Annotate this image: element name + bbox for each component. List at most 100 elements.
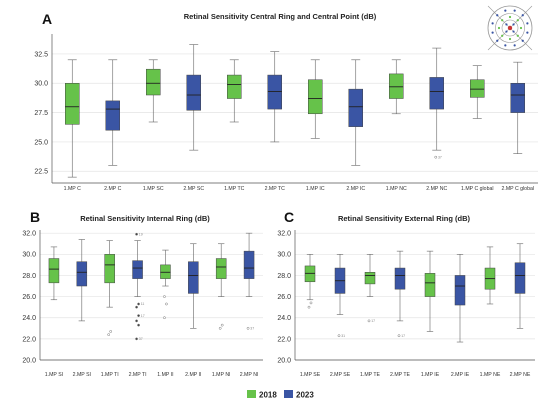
box-a-10: 37 <box>429 47 444 159</box>
outlier-point <box>246 326 250 330</box>
y-tick-label: 24.0 <box>277 315 291 322</box>
outlier-point <box>307 305 311 309</box>
box-iqr <box>186 74 201 111</box>
legend-label-2023: 2023 <box>296 391 314 400</box>
box-iqr <box>364 272 376 285</box>
y-tick-label: 30.0 <box>277 252 291 259</box>
box-iqr <box>308 79 323 115</box>
outlier-point <box>163 316 166 320</box>
box-c-4: 17 <box>394 250 406 338</box>
outlier-point <box>137 323 140 327</box>
box-a-1 <box>65 59 80 178</box>
outlier-point <box>137 314 140 317</box>
x-tick-label: 1.MP SI <box>45 372 63 378</box>
x-tick-label: 2.MP NI <box>240 372 259 378</box>
box-iqr <box>394 267 406 290</box>
box-b-2 <box>76 239 88 322</box>
panel-a: A Retinal Sensitivity Central Ring and C… <box>34 11 538 192</box>
box-a-9 <box>389 59 404 115</box>
y-tick-label: 24.0 <box>22 315 36 322</box>
legend-swatch-2023 <box>284 390 293 398</box>
panel-letter-b: B <box>30 209 40 225</box>
x-tick-label: 1.MP NE <box>480 372 501 378</box>
x-tick-label: 1.MP IC <box>306 186 325 192</box>
x-tick-label: 2.MP SI <box>73 372 91 378</box>
x-tick-label: 2.MP NE <box>510 372 531 378</box>
x-tick-label: 1.MP TE <box>360 372 381 378</box>
x-tick-label: 2.MP SE <box>330 372 351 378</box>
box-c-7 <box>484 246 496 305</box>
outlier-label: 31 <box>341 334 345 338</box>
x-tick-label: 2.MP C global <box>502 186 535 192</box>
x-tick-label: 2.MP C <box>104 186 121 192</box>
box-iqr <box>389 73 404 99</box>
panel-b: B Retinal Sensitivity Internal Ring (dB)… <box>22 209 263 378</box>
y-tick-label: 22.0 <box>277 336 291 343</box>
outlier-point <box>135 319 138 323</box>
legend-swatch-2018 <box>247 390 256 398</box>
y-tick-label: 28.0 <box>22 273 36 280</box>
box-iqr <box>348 88 363 127</box>
y-tick-label: 26.0 <box>277 294 291 301</box>
box-c-2: 31 <box>334 254 346 338</box>
x-tick-label: 1.MP II <box>157 372 173 378</box>
box-iqr <box>65 83 80 125</box>
y-tick-label: 28.0 <box>277 273 291 280</box>
box-iqr <box>243 250 255 279</box>
box-iqr <box>104 254 115 284</box>
outlier-point <box>309 301 313 305</box>
box-b-7 <box>215 243 227 330</box>
x-tick-label: 1.MP TC <box>224 186 245 192</box>
box-a-12 <box>510 61 525 154</box>
outlier-label: 19 <box>139 232 143 236</box>
box-a-7 <box>308 59 323 139</box>
x-tick-label: 2.MP II <box>185 372 201 378</box>
chart-a: 22.5 25.0 27.5 30.0 32.5 1.MP C 2.MP C 1.MP SC 2… <box>34 34 538 192</box>
box-iqr <box>514 262 526 294</box>
legend: 2018 2023 <box>247 390 314 400</box>
outlier-label: 37 <box>250 326 254 330</box>
retina-grid-icon <box>487 5 533 51</box>
box-iqr <box>146 68 161 96</box>
chart-a-title: Retinal Sensitivity Central Ring and Cen… <box>184 12 377 21</box>
x-tick-label: 2.MP IE <box>451 372 470 378</box>
box-iqr <box>48 258 60 284</box>
chart-b-title: Retinal Sensitivity Internal Ring (dB) <box>80 214 210 223</box>
box-a-2 <box>105 59 120 166</box>
x-tick-label: 1.MP SE <box>300 372 321 378</box>
box-a-8 <box>348 59 363 166</box>
box-iqr <box>470 79 485 98</box>
chart-c: 20.0 22.0 24.0 26.0 28.0 30.0 32.0 1.MP SE 31 2.M… <box>277 230 535 378</box>
x-tick-label: 1.MP TI <box>101 372 119 378</box>
panel-c: C Retinal Sensitivity External Ring (dB)… <box>277 209 535 378</box>
box-iqr <box>510 83 525 113</box>
outlier-point <box>367 319 371 323</box>
box-b-8: 37 <box>243 232 255 330</box>
box-a-11 <box>470 65 485 119</box>
box-a-6 <box>267 51 282 143</box>
box-iqr <box>105 100 120 131</box>
x-tick-label: 2.MP TC <box>265 186 286 192</box>
panel-letter-a: A <box>42 11 52 27</box>
box-iqr <box>424 273 436 297</box>
box-iqr <box>267 74 282 110</box>
x-tick-label: 1.MP SC <box>143 186 164 192</box>
outlier-label: 37 <box>438 155 442 159</box>
box-iqr <box>304 265 316 283</box>
box-c-1 <box>304 254 316 309</box>
outlier-point <box>107 333 111 336</box>
outlier-label: 11 <box>141 302 145 306</box>
y-tick-label: 20.0 <box>277 357 291 364</box>
box-b-1 <box>48 246 60 301</box>
outlier-label: 17 <box>141 314 145 318</box>
outlier-point <box>337 334 341 338</box>
outlier-label: 17 <box>371 319 375 323</box>
outlier-point <box>135 337 138 341</box>
x-tick-label: 2.MP NC <box>426 186 447 192</box>
outlier-point <box>135 305 138 309</box>
y-tick-label: 32.0 <box>22 231 36 238</box>
legend-label-2018: 2018 <box>259 391 277 400</box>
box-iqr <box>227 74 242 99</box>
